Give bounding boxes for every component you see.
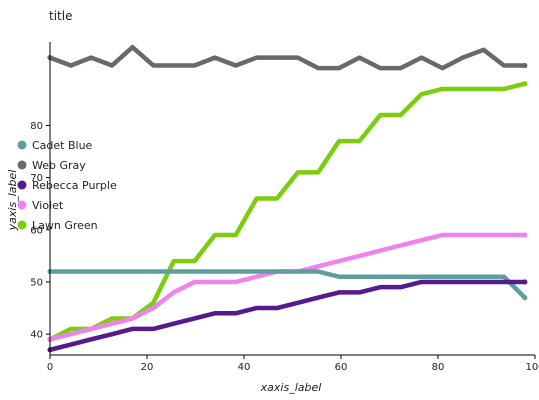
y-tick-label: 70 <box>30 173 43 184</box>
legend-swatch <box>17 220 27 230</box>
series-cadet-blue <box>47 268 528 301</box>
legend-label: Lawn Green <box>32 219 98 232</box>
series-end-point <box>522 62 528 69</box>
legend-swatch <box>17 160 27 170</box>
x-ticks: 0 20 40 60 80 100 <box>47 355 539 373</box>
legend-label: Rebecca Purple <box>32 179 117 192</box>
x-tick-label: 100 <box>525 362 539 373</box>
x-tick-label: 20 <box>141 362 154 373</box>
x-axis-title: xaxis_label <box>260 381 322 394</box>
series-rebecca-purple <box>47 279 528 353</box>
legend-item-lawn-green: Lawn Green <box>17 219 98 232</box>
y-tick-label: 80 <box>30 121 43 132</box>
series-line <box>47 81 528 342</box>
legend-swatch <box>17 200 27 210</box>
legend-item-cadet-blue: Cadet Blue <box>17 139 93 152</box>
series-line <box>47 44 528 71</box>
series-lawn-green <box>47 81 528 342</box>
series-line <box>47 232 528 342</box>
x-tick-label: 0 <box>47 362 53 373</box>
legend-label: Web Gray <box>32 159 86 172</box>
series-violet <box>47 232 528 342</box>
series-web-gray <box>47 44 528 71</box>
series-end-point <box>522 279 528 285</box>
plot-area <box>47 44 528 353</box>
series-end-point <box>522 81 528 87</box>
legend-item-web-gray: Web Gray <box>17 159 86 172</box>
x-tick-label: 60 <box>335 362 348 373</box>
legend-item-violet: Violet <box>17 199 64 212</box>
series-line <box>47 279 528 353</box>
series-line <box>47 269 528 300</box>
y-tick-label: 40 <box>30 330 43 341</box>
y-tick-label: 50 <box>30 277 43 288</box>
chart-title: title <box>49 9 72 23</box>
series-end-point <box>522 295 528 301</box>
y-axis-title: yaxis_label <box>6 170 19 232</box>
legend-swatch <box>17 180 27 190</box>
x-tick-label: 40 <box>238 362 251 373</box>
series-end-point <box>522 232 528 238</box>
y-tick-label: 60 <box>30 225 43 236</box>
legend-swatch <box>17 140 27 150</box>
legend-item-rebecca-purple: Rebecca Purple <box>17 179 117 192</box>
legend-label: Violet <box>32 199 64 212</box>
x-tick-label: 80 <box>432 362 445 373</box>
y-ticks: 40 50 60 70 80 <box>30 121 50 341</box>
legend-label: Cadet Blue <box>32 139 93 152</box>
legend: Cadet Blue Web Gray Rebecca Purple Violet La… <box>17 139 117 232</box>
